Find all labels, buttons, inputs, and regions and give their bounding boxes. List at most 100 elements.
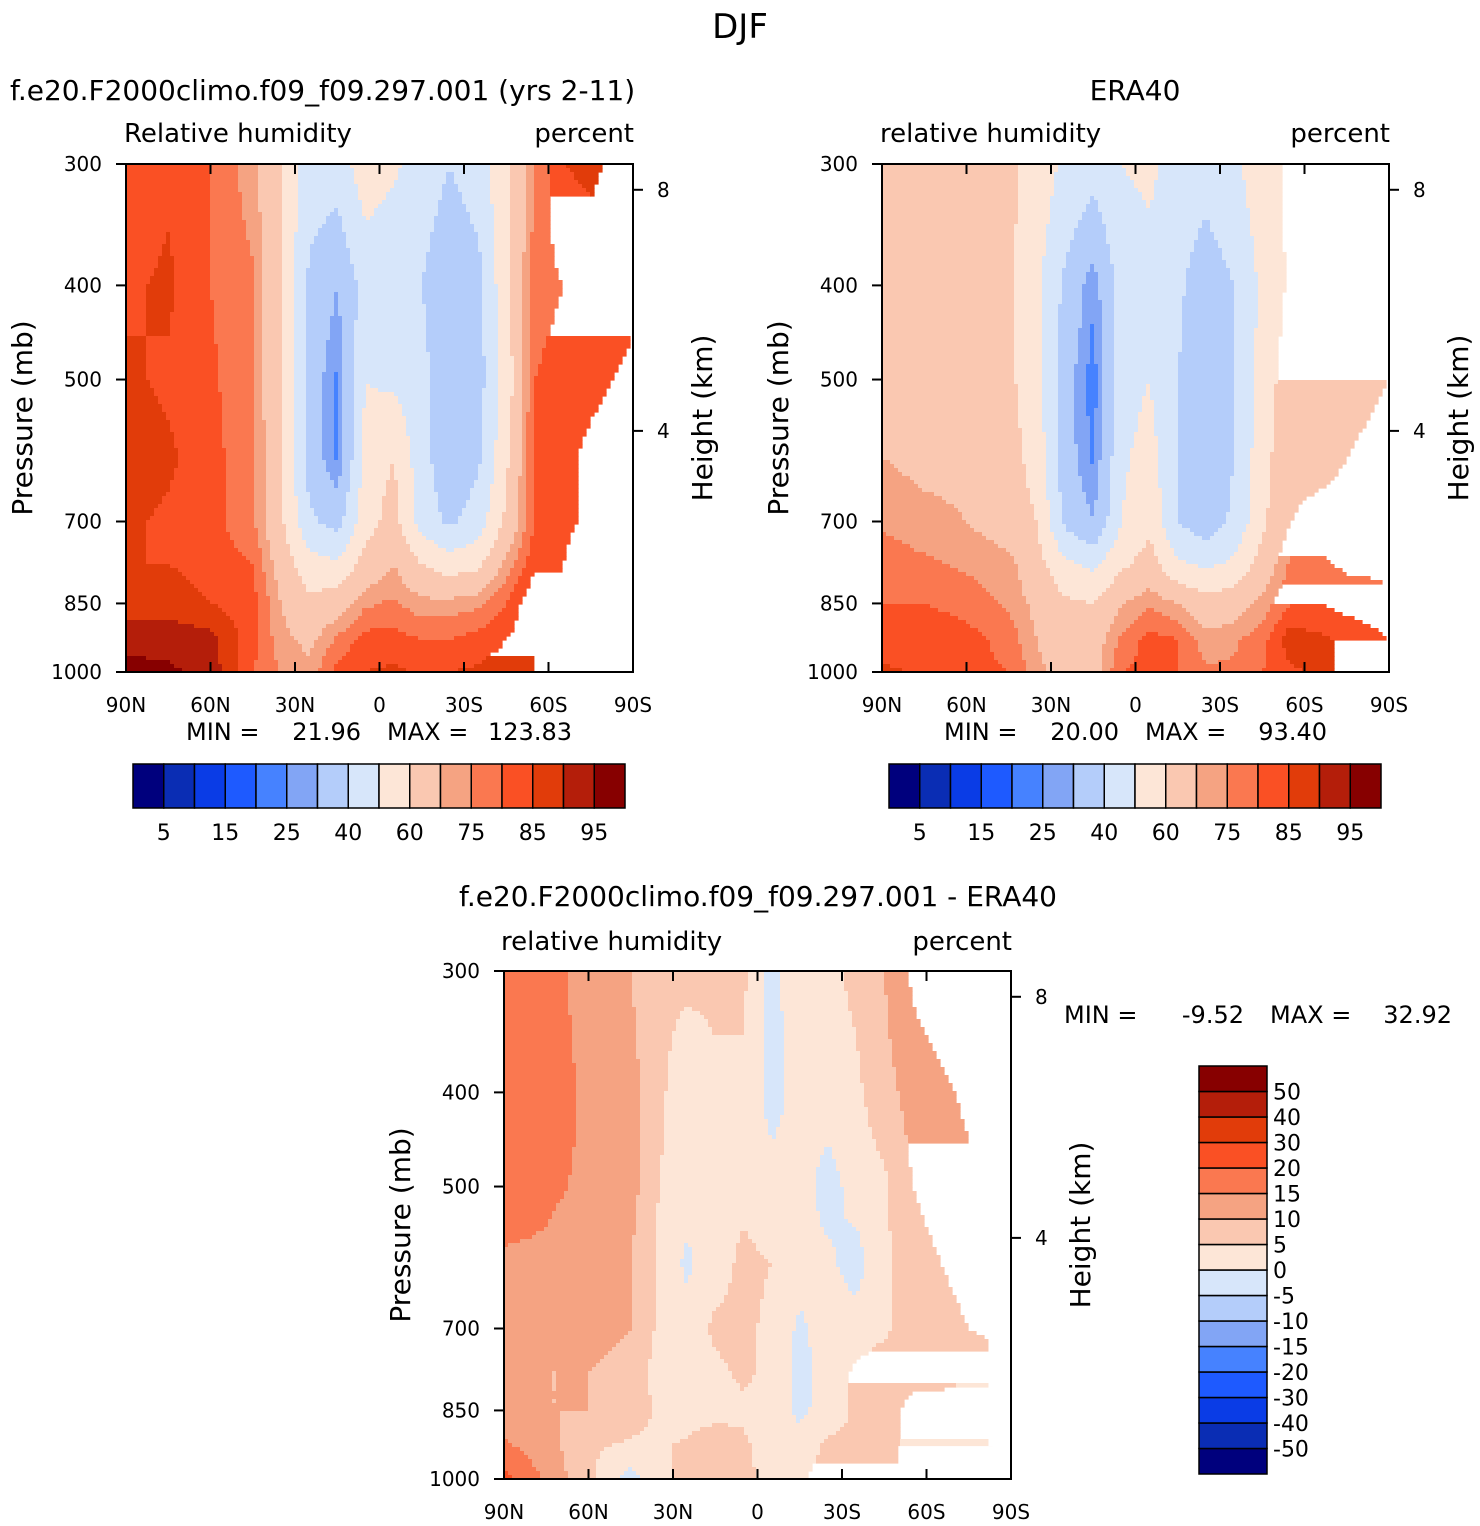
contour-fill — [1098, 208, 1251, 213]
contour-fill — [482, 528, 499, 533]
contour-fill — [888, 1227, 929, 1232]
contour-fill — [174, 272, 211, 277]
contour-fill — [218, 640, 239, 645]
contour-fill — [1282, 644, 1335, 649]
contour-fill — [306, 456, 323, 461]
contour-fill — [860, 1071, 897, 1076]
contour-fill — [222, 432, 255, 437]
contour-fill — [636, 1231, 657, 1236]
contour-fill — [684, 1251, 693, 1256]
contour-fill — [282, 464, 295, 469]
contour-fill — [888, 1007, 917, 1012]
contour-fill — [724, 1359, 757, 1364]
contour-fill — [534, 440, 583, 445]
contour-fill — [498, 396, 511, 401]
contour-fill — [262, 276, 283, 281]
contour-fill — [1250, 512, 1267, 517]
contour-fill — [494, 220, 511, 225]
contour-fill — [636, 1227, 657, 1232]
contour-fill — [568, 995, 633, 1000]
contour-fill — [1086, 364, 1099, 369]
contour-fill — [582, 184, 595, 189]
contour-fill — [510, 292, 523, 297]
contour-fill — [1270, 484, 1327, 489]
contour-fill — [848, 1383, 957, 1388]
contour-fill — [504, 1411, 561, 1416]
contour-fill — [426, 256, 483, 261]
contour-fill — [282, 376, 295, 381]
contour-fill — [1094, 196, 1143, 201]
contour-fill — [126, 628, 211, 633]
contour-fill — [1158, 164, 1243, 169]
contour-fill — [534, 476, 579, 481]
model-colorbar: 5 15 25 40 60 75 85 95 — [132, 763, 626, 846]
contour-fill — [882, 212, 1019, 217]
contour-fill — [510, 220, 527, 225]
contour-fill — [1162, 520, 1179, 525]
contour-fill — [1086, 372, 1099, 377]
contour-fill — [1274, 388, 1383, 393]
contour-fill — [1114, 664, 1131, 669]
contour-fill — [1042, 420, 1059, 425]
contour-fill — [1214, 236, 1255, 241]
contour-fill — [210, 256, 255, 261]
contour-fill — [1178, 656, 1203, 661]
contour-fill — [526, 460, 535, 465]
contour-fill — [1022, 452, 1047, 457]
contour-fill — [1074, 436, 1091, 441]
contour-fill — [552, 1215, 637, 1220]
contour-fill — [522, 352, 531, 357]
contour-fill — [478, 472, 495, 477]
contour-fill — [426, 344, 483, 349]
contour-fill — [1154, 420, 1179, 425]
contour-fill — [210, 276, 255, 281]
contour-fill — [1178, 376, 1235, 381]
contour-fill — [1042, 268, 1063, 273]
contour-fill — [892, 1315, 965, 1320]
contour-fill — [282, 368, 295, 373]
contour-fill — [510, 304, 523, 309]
contour-fill — [1266, 644, 1283, 649]
contour-fill — [258, 636, 275, 641]
contour-fill — [306, 372, 323, 377]
contour-fill — [430, 596, 455, 601]
contour-fill — [1262, 536, 1287, 541]
contour-fill — [494, 224, 511, 229]
contour-fill — [1178, 500, 1231, 505]
contour-fill — [752, 1447, 821, 1452]
contour-fill — [126, 564, 171, 569]
contour-fill — [338, 432, 343, 437]
contour-fill — [126, 364, 147, 369]
contour-fill — [262, 232, 283, 237]
contour-fill — [560, 1419, 649, 1424]
contour-fill — [882, 164, 1019, 169]
contour-fill — [848, 999, 889, 1004]
contour-fill — [498, 532, 515, 537]
contour-fill — [676, 1027, 713, 1032]
contour-fill — [640, 1175, 661, 1180]
contour-fill — [724, 1299, 761, 1304]
contour-fill — [334, 424, 339, 429]
contour-fill — [1146, 388, 1151, 393]
contour-fill — [530, 292, 563, 297]
contour-fill — [426, 260, 483, 265]
contour-fill — [358, 500, 383, 505]
contour-fill — [486, 624, 515, 629]
contour-fill — [892, 1259, 941, 1264]
contour-fill — [1114, 416, 1139, 421]
contour-fill — [422, 276, 483, 281]
contour-fill — [1274, 572, 1287, 577]
contour-fill — [478, 464, 495, 469]
contour-fill — [438, 496, 471, 501]
contour-fill — [656, 1207, 817, 1212]
contour-fill — [864, 1087, 897, 1092]
contour-fill — [840, 1183, 889, 1188]
contour-fill — [474, 608, 503, 613]
contour-fill — [1058, 408, 1075, 413]
x-tick-label: 60S — [529, 693, 567, 717]
contour-fill — [1098, 396, 1103, 401]
contour-fill — [146, 360, 219, 365]
contour-fill — [538, 372, 615, 377]
contour-fill — [370, 628, 399, 633]
contour-fill — [126, 352, 147, 357]
